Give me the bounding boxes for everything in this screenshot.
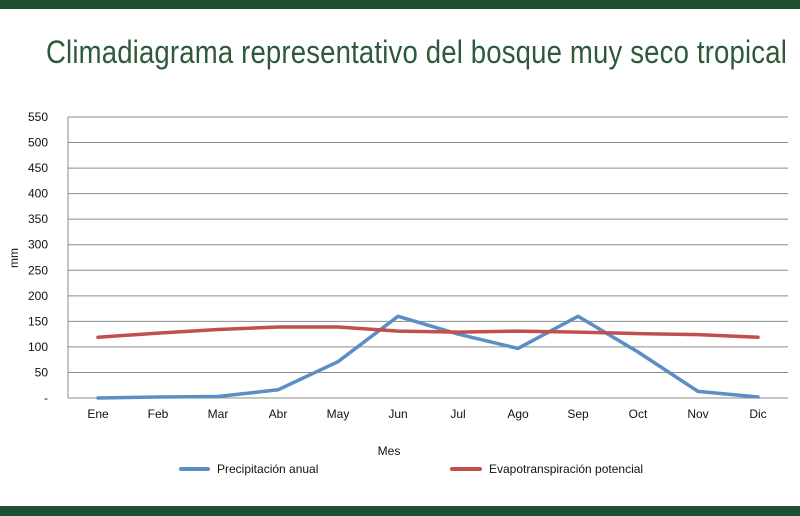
x-tick-label: Dic <box>749 407 766 421</box>
y-tick-label: 250 <box>28 263 48 277</box>
y-tick-label: 550 <box>28 110 48 124</box>
x-tick-label: Ago <box>507 407 529 421</box>
y-tick-label: 50 <box>35 365 49 379</box>
series-line-precipitacion <box>96 314 760 400</box>
y-tick-label: - <box>44 391 48 405</box>
y-axis-title: mm <box>7 248 21 268</box>
series-lines <box>96 314 760 400</box>
series-line-evapotranspiracion <box>96 325 760 339</box>
legend-label: Precipitación anual <box>217 462 318 476</box>
x-tick-label: Jun <box>388 407 407 421</box>
y-tick-label: 350 <box>28 212 48 226</box>
y-tick-label: 450 <box>28 161 48 175</box>
x-tick-label: Mar <box>208 407 229 421</box>
x-tick-label: May <box>327 407 350 421</box>
x-tick-label: Sep <box>567 407 589 421</box>
x-tick-label: Ene <box>87 407 109 421</box>
chart-title: Climadiagrama representativo del bosque … <box>46 34 787 70</box>
y-tick-label: 200 <box>28 289 48 303</box>
x-tick-label: Abr <box>269 407 288 421</box>
x-tick-label: Feb <box>148 407 169 421</box>
bottom-band <box>0 506 800 516</box>
y-tick-labels: - 50 100 150 200 250 300 350 400 450 500 550 <box>28 110 48 405</box>
x-tick-label: Nov <box>687 407 708 421</box>
y-tick-label: 500 <box>28 136 48 150</box>
legend-label: Evapotranspiración potencial <box>489 462 643 476</box>
gridlines <box>67 116 788 399</box>
y-tick-label: 300 <box>28 238 48 252</box>
x-tick-label: Jul <box>450 407 465 421</box>
x-tick-label: Oct <box>629 407 648 421</box>
y-tick-label: 100 <box>28 340 48 354</box>
y-tick-label: 150 <box>28 314 48 328</box>
top-band <box>0 0 800 9</box>
x-tick-labels: Ene Feb Mar Abr May Jun Jul Ago Sep Oct Nov Dic <box>87 407 766 421</box>
y-tick-label: 400 <box>28 187 48 201</box>
legend: Precipitación anual Evapotranspiración po… <box>179 462 643 476</box>
x-axis-title: Mes <box>378 444 401 458</box>
